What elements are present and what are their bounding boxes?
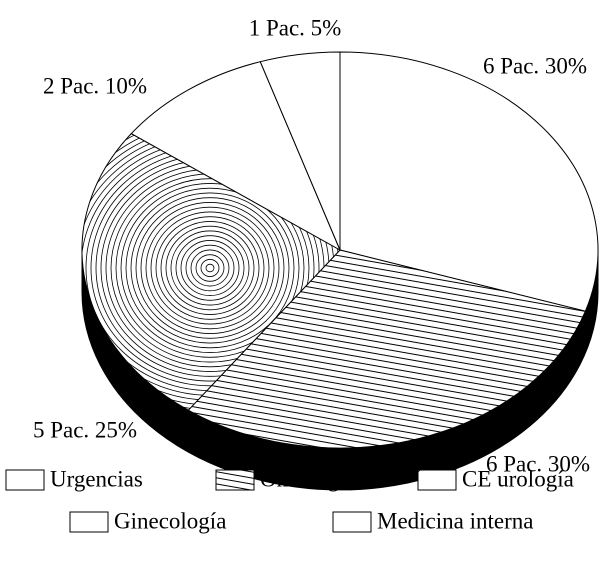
data-label: 6 Pac. 30%	[483, 53, 587, 78]
legend-label: Ginecología	[114, 508, 226, 533]
legend-label: CE urología	[462, 466, 574, 491]
legend-swatch	[69, 511, 109, 533]
pie-slice	[81, 132, 341, 411]
data-label: 6 Pac. 30%	[486, 451, 590, 476]
data-label: 2 Pac. 10%	[43, 73, 147, 98]
legend: Urgencias Oncología CE urología Ginecología…	[5, 466, 574, 533]
legend-label: Medicina interna	[377, 508, 533, 533]
pie-slice	[259, 51, 341, 251]
labels: 6 Pac. 30% 6 Pac. 30% 5 Pac. 25% 2 Pac. 10%…	[33, 15, 590, 476]
legend-swatch	[417, 469, 457, 491]
legend-swatch	[5, 469, 45, 491]
data-label: 1 Pac. 5%	[249, 15, 342, 40]
pie-slice	[187, 249, 587, 449]
legend-label: Urgencias	[50, 466, 143, 491]
legend-swatch	[215, 469, 255, 491]
pie-slices	[81, 51, 599, 449]
legend-label: Oncología	[260, 466, 356, 491]
pie-slice	[130, 61, 342, 252]
legend-swatch	[332, 511, 372, 533]
pie-slice	[339, 51, 599, 312]
data-label: 5 Pac. 25%	[33, 417, 137, 442]
